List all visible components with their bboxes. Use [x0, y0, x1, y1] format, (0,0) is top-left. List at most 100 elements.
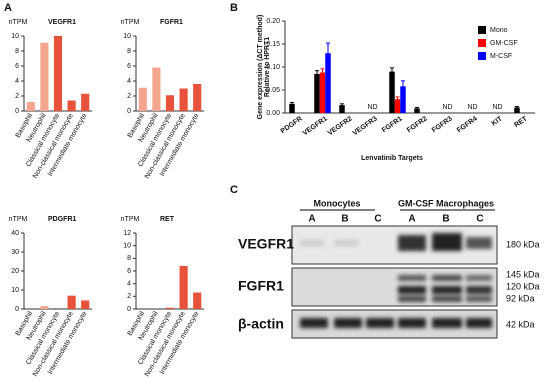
bar — [138, 87, 147, 111]
y-tick-label: 10 — [11, 33, 19, 40]
chart-title: FGFR1 — [160, 19, 183, 26]
y-tick-label: 6 — [15, 63, 19, 70]
annotation: ND — [442, 104, 452, 111]
kda-label: 180 kDa — [506, 239, 540, 249]
y-tick-label: 40 — [11, 230, 19, 237]
bar — [389, 71, 395, 113]
bar — [40, 42, 49, 111]
x-tick-label: KIT — [490, 115, 504, 128]
legend-label: Mono — [490, 27, 508, 34]
y-tick-label: 4 — [15, 78, 19, 85]
x-tick-label: FGFR4 — [456, 115, 479, 134]
y-tick-label: 10 — [123, 243, 131, 250]
bar — [165, 95, 175, 111]
y-tick-label: 2 — [15, 93, 19, 100]
y-tick-label: 12 — [123, 230, 131, 237]
x-tick-label: RET — [513, 115, 529, 129]
bar — [193, 292, 202, 309]
lane-label: A — [308, 214, 315, 225]
y-tick-label: 0.15 — [266, 41, 280, 48]
bar — [67, 295, 76, 309]
legend-swatch — [478, 52, 486, 60]
annotation: ND — [467, 104, 477, 111]
y-tick-label: 0 — [127, 108, 131, 115]
kda-label: 42 kDa — [506, 319, 535, 329]
y-tick-label: 4 — [127, 281, 131, 288]
chart-title: VEGFR1 — [48, 19, 76, 26]
x-tick-label: FGFR2 — [406, 115, 429, 134]
bar — [314, 73, 320, 113]
y-axis-label: Gene expression (ΔCT method) — [257, 15, 264, 120]
y-tick-label: 0.00 — [266, 110, 280, 117]
row-label: FGFR1 — [238, 278, 284, 294]
bar — [339, 105, 345, 113]
y-axis-label: nTPM — [9, 19, 28, 26]
y-tick-label: 4 — [127, 78, 131, 85]
kda-label: 120 kDa — [506, 281, 540, 291]
y-tick-label: 6 — [127, 268, 131, 275]
legend-swatch — [478, 26, 486, 34]
legend-swatch — [478, 39, 486, 47]
y-tick-label: 8 — [127, 255, 131, 262]
y-tick-label: 6 — [127, 63, 131, 70]
legend-label: GM-CSF — [490, 40, 518, 47]
bar — [325, 53, 331, 113]
x-tick-label: VEGFR1 — [302, 115, 329, 137]
chart-title: PDGFR1 — [48, 216, 77, 223]
y-tick-label: 2 — [127, 93, 131, 100]
bar — [81, 93, 90, 111]
annotation: ND — [367, 104, 377, 111]
y-tick-label: 10 — [123, 33, 131, 40]
bar — [400, 86, 406, 113]
row-label: β-actin — [238, 316, 284, 332]
bar — [193, 84, 202, 111]
legend-label: M-CSF — [490, 53, 512, 60]
x-tick-label: PDGFR — [280, 115, 304, 135]
kda-label: 92 kDa — [506, 293, 535, 303]
bar — [414, 108, 420, 113]
lane-label: A — [408, 214, 415, 225]
y-axis-label: nTPM — [121, 19, 140, 26]
group-label: Monocytes — [313, 198, 360, 208]
x-tick-label: VEGFR2 — [327, 115, 354, 137]
bar — [40, 306, 49, 309]
lane-label: C — [476, 214, 483, 225]
kda-label: 145 kDa — [506, 269, 540, 279]
y-tick-label: 0.05 — [266, 87, 280, 94]
x-axis-label: Lenvatinib Targets — [361, 155, 423, 162]
bar — [514, 107, 520, 113]
lane-label: B — [341, 214, 348, 225]
bar — [319, 72, 326, 113]
blot-strip — [291, 225, 498, 265]
y-tick-label: 8 — [127, 48, 131, 55]
y-tick-label: 0.20 — [266, 18, 280, 25]
group-label: GM-CSF Macrophages — [398, 198, 494, 208]
bar — [165, 307, 175, 309]
bar — [394, 99, 401, 113]
panel-label: C — [230, 184, 238, 196]
x-tick-label: VEGFR3 — [352, 115, 379, 137]
y-axis-label: Relative to HPRT1 — [264, 37, 271, 97]
annotation: ND — [492, 104, 502, 111]
x-tick-label: FGFR3 — [431, 115, 454, 134]
bar — [81, 300, 90, 309]
y-axis-label: nTPM — [9, 216, 28, 223]
bands — [300, 233, 492, 328]
bar — [152, 67, 161, 111]
bar — [289, 103, 295, 113]
y-axis-label: nTPM — [121, 216, 140, 223]
bar — [179, 265, 188, 309]
y-tick-label: 10 — [11, 287, 19, 294]
y-tick-label: 0.10 — [266, 64, 280, 71]
panel-label: A — [4, 2, 12, 14]
bar — [179, 88, 188, 111]
y-tick-label: 2 — [127, 293, 131, 300]
bar — [67, 100, 76, 111]
y-tick-label: 0 — [15, 306, 19, 313]
western-blot: Monocytes GM-CSF Macrophages A B C A B C… — [238, 198, 540, 339]
x-tick-label: FGFR1 — [381, 115, 404, 134]
y-tick-label: 20 — [11, 268, 19, 275]
lane-label: B — [442, 214, 449, 225]
panel-label: B — [230, 2, 238, 14]
